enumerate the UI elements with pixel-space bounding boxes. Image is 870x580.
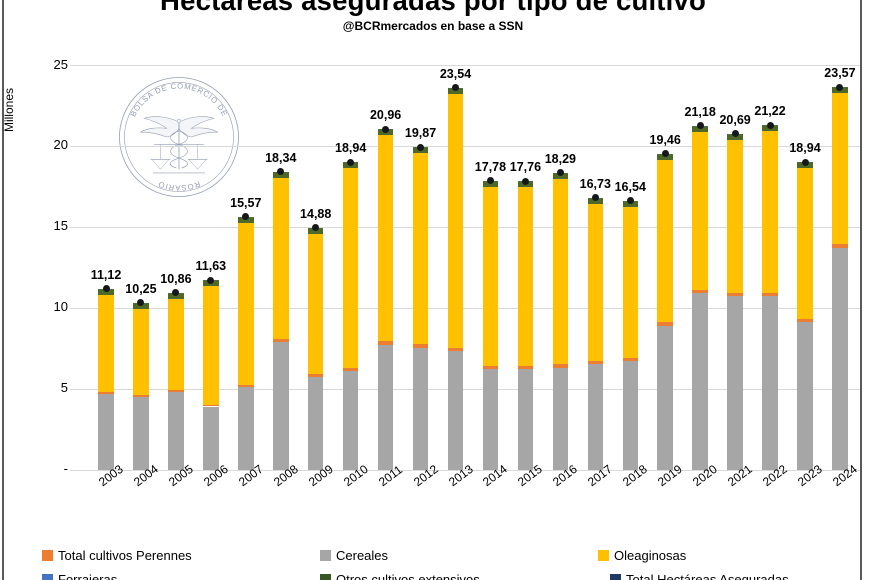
svg-text:ROSARIO: ROSARIO [157, 179, 202, 192]
svg-text:BOLSA DE COMERCIO DE: BOLSA DE COMERCIO DE [129, 82, 230, 119]
